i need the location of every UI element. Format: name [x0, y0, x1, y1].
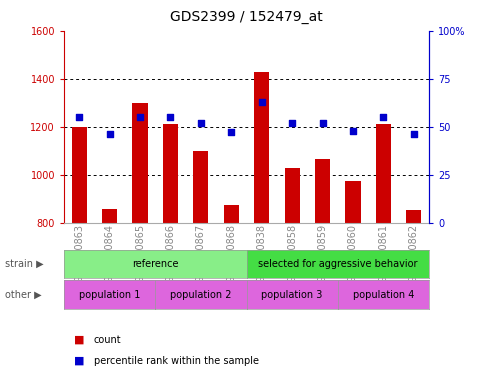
Text: ■: ■: [74, 335, 84, 345]
Point: [258, 99, 266, 105]
Point: [349, 127, 357, 134]
Bar: [376, 124, 391, 223]
Point: [288, 120, 296, 126]
Text: count: count: [94, 335, 121, 345]
Text: population 4: population 4: [352, 290, 414, 300]
Bar: [71, 127, 87, 223]
Text: population 2: population 2: [170, 290, 232, 300]
Bar: [254, 71, 269, 223]
Bar: [406, 210, 422, 223]
Bar: [224, 205, 239, 223]
Bar: [193, 151, 209, 223]
Point: [380, 114, 387, 120]
Text: selected for aggressive behavior: selected for aggressive behavior: [258, 259, 418, 269]
Text: population 3: population 3: [261, 290, 323, 300]
Point: [75, 114, 83, 120]
Point: [197, 120, 205, 126]
Text: other ▶: other ▶: [5, 290, 41, 300]
Text: ■: ■: [74, 356, 84, 366]
Text: population 1: population 1: [79, 290, 141, 300]
Point: [106, 131, 113, 137]
Bar: [163, 124, 178, 223]
Text: reference: reference: [132, 259, 178, 269]
Bar: [345, 181, 360, 223]
Text: percentile rank within the sample: percentile rank within the sample: [94, 356, 259, 366]
Bar: [102, 209, 117, 223]
Point: [227, 129, 235, 136]
Point: [318, 120, 326, 126]
Point: [136, 114, 144, 120]
Text: strain ▶: strain ▶: [5, 259, 43, 269]
Point: [167, 114, 175, 120]
Bar: [315, 159, 330, 223]
Bar: [284, 167, 300, 223]
Point: [410, 131, 418, 137]
Bar: [133, 103, 148, 223]
Text: GDS2399 / 152479_at: GDS2399 / 152479_at: [170, 10, 323, 23]
